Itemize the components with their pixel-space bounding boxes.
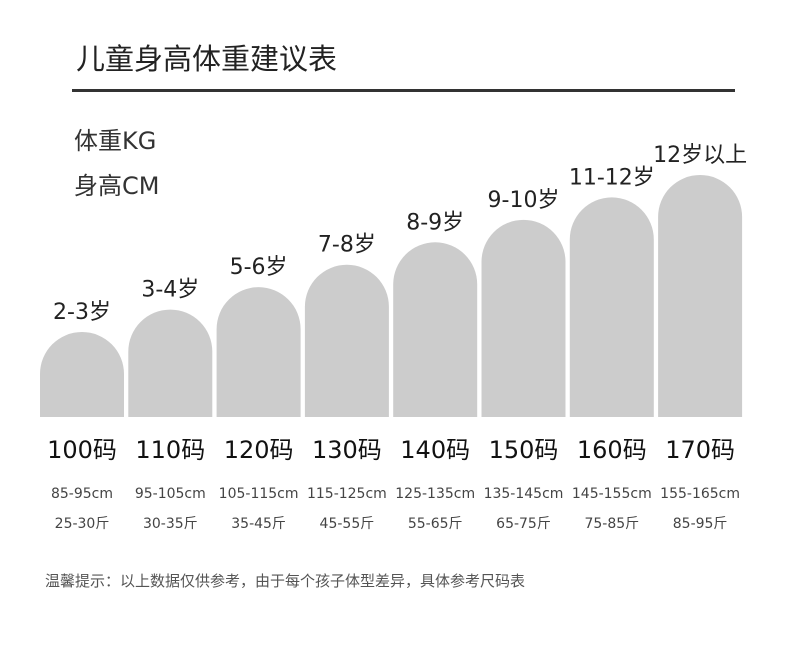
- bar-arch: [304, 264, 389, 417]
- height-range: 145-155cm: [572, 486, 652, 502]
- height-range: 125-135cm: [395, 486, 475, 502]
- age-label: 11-12岁: [569, 165, 655, 190]
- bar-arch: [481, 219, 566, 417]
- size-label: 100码: [47, 436, 117, 464]
- size-label: 150码: [489, 436, 559, 464]
- height-range: 85-95cm: [51, 486, 113, 502]
- size-label: 130码: [312, 436, 382, 464]
- size-label: 170码: [665, 436, 735, 464]
- size-label: 110码: [135, 436, 205, 464]
- weight-range: 75-85斤: [584, 516, 639, 532]
- age-label: 3-4岁: [141, 278, 199, 303]
- size-label: 140码: [400, 436, 470, 464]
- title-divider: [72, 89, 735, 92]
- legend-weight: 体重KG: [74, 127, 157, 155]
- height-range: 95-105cm: [135, 486, 206, 502]
- bar-arch: [393, 242, 478, 417]
- weight-range: 30-35斤: [143, 516, 198, 532]
- age-label: 2-3岁: [53, 300, 111, 325]
- bar-arch: [658, 175, 743, 417]
- age-label: 8-9岁: [406, 210, 464, 235]
- bar-arch: [216, 287, 301, 417]
- height-range: 115-125cm: [307, 486, 387, 502]
- legend-height: 身高CM: [74, 172, 160, 200]
- weight-range: 85-95斤: [673, 516, 728, 532]
- age-label: 9-10岁: [488, 188, 560, 213]
- size-label: 120码: [224, 436, 294, 464]
- bar-arch: [569, 197, 654, 417]
- height-range: 105-115cm: [219, 486, 299, 502]
- weight-range: 25-30斤: [55, 516, 110, 532]
- weight-range: 55-65斤: [408, 516, 463, 532]
- age-label: 7-8岁: [318, 233, 376, 258]
- age-label: 12岁以上: [653, 143, 747, 168]
- weight-range: 65-75斤: [496, 516, 551, 532]
- bar-arch: [40, 332, 124, 417]
- size-label: 160码: [577, 436, 647, 464]
- weight-range: 35-45斤: [231, 516, 286, 532]
- height-range: 155-165cm: [660, 486, 740, 502]
- weight-range: 45-55斤: [320, 516, 375, 532]
- chart-title: 儿童身高体重建议表: [76, 42, 338, 76]
- height-range: 135-145cm: [484, 486, 564, 502]
- footnote: 温馨提示：以上数据仅供参考，由于每个孩子体型差异，具体参考尺码表: [45, 572, 526, 590]
- age-label: 5-6岁: [230, 255, 288, 280]
- bar-arch: [128, 309, 213, 417]
